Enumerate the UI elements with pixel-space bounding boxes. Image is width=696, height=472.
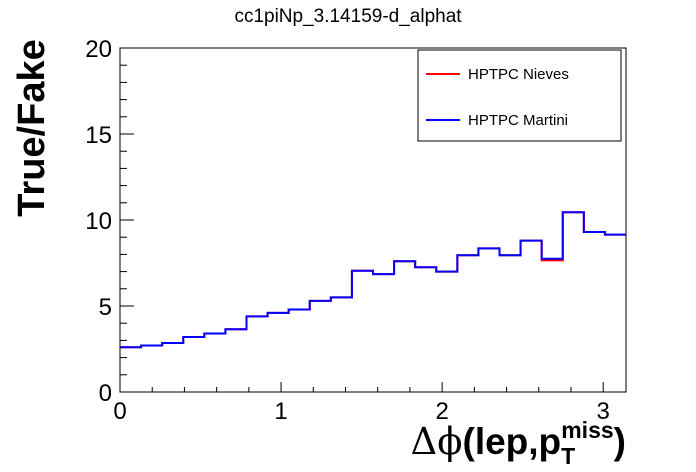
plot-frame <box>119 47 627 393</box>
y-tick-label: 10 <box>85 208 112 235</box>
chart-title: cc1piNp_3.14159-d_alphat <box>234 6 462 27</box>
x-tick-label: 2 <box>435 398 448 425</box>
x-axis-label-superscript: miss <box>561 417 613 443</box>
legend-box <box>417 49 622 142</box>
x-axis-label-subscript: T <box>561 443 575 469</box>
x-tick-label: 1 <box>274 398 287 425</box>
x-axis-label-symbol: Δϕ <box>411 420 463 463</box>
x-tick-label: 3 <box>597 398 610 425</box>
x-axis-label-main: (lep,p <box>463 421 562 462</box>
x-axis-label: Δϕ(lep,pTmiss) <box>411 417 626 469</box>
series-line-hptpc-nieves <box>120 211 626 349</box>
x-tick-label: 0 <box>113 398 126 425</box>
y-tick-label: 5 <box>99 294 112 321</box>
y-axis-label: True/Fake <box>11 39 53 216</box>
y-tick-label: 0 <box>99 380 112 407</box>
y-tick-label: 15 <box>85 122 112 149</box>
y-tick-label: 20 <box>85 36 112 63</box>
legend-label-martini: HPTPC Martini <box>468 112 568 129</box>
x-axis-label-close: ) <box>614 421 626 462</box>
legend-label-nieves: HPTPC Nieves <box>468 66 569 83</box>
series-line-hptpc-martini <box>120 211 626 349</box>
legend: HPTPC Nieves HPTPC Martini <box>417 49 622 142</box>
series-layer <box>120 211 626 349</box>
axis-tick-labels: 0 1 2 3 0 5 10 15 20 <box>85 36 610 425</box>
